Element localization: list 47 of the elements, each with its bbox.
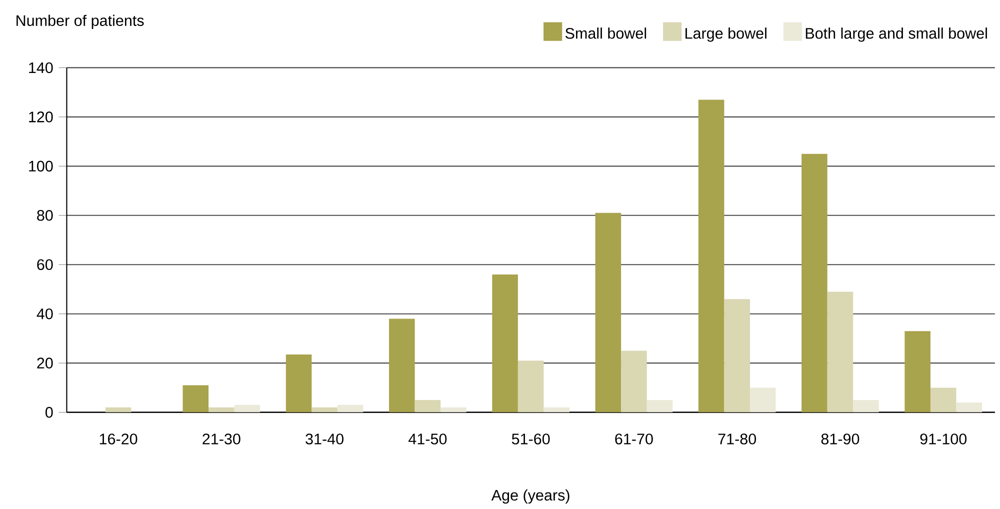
x-tick-label: 81-90	[821, 434, 860, 445]
y-tick-label: 40	[36, 308, 53, 320]
x-tick-label: 21-30	[202, 434, 240, 445]
bar	[646, 400, 673, 412]
x-axis-title: Age (years)	[491, 490, 570, 504]
bar	[182, 385, 209, 412]
bar	[208, 408, 234, 412]
y-tick-label: 20	[37, 358, 53, 369]
x-tick-label: 51-60	[512, 434, 550, 445]
x-tick-label: 16-20	[100, 434, 138, 445]
bar	[440, 408, 466, 412]
bar	[904, 331, 930, 412]
bar	[544, 408, 570, 412]
legend-label: Small bowel	[565, 28, 646, 39]
bar	[698, 100, 724, 412]
y-tick-label: 100	[29, 160, 53, 172]
y-axis-title: Number of patients	[16, 14, 144, 30]
bar	[853, 400, 879, 412]
bar	[750, 388, 776, 412]
x-tick-label: 91-100	[920, 434, 967, 445]
bar	[105, 408, 132, 412]
bar	[621, 350, 647, 412]
y-tick-label: 140	[29, 62, 53, 74]
bar	[930, 388, 956, 412]
bar	[234, 405, 260, 412]
bar	[286, 354, 312, 412]
bar	[827, 292, 854, 412]
bar	[414, 400, 441, 412]
y-tick-label: 80	[37, 210, 53, 221]
y-tick-label: 0	[46, 407, 53, 418]
bar	[337, 405, 364, 412]
legend-label: Both large and small bowel	[806, 28, 987, 42]
y-tick-label: 120	[29, 112, 53, 122]
x-tick-label: 41-50	[408, 434, 447, 445]
bar	[518, 360, 544, 412]
x-tick-label: 61-70	[615, 434, 653, 445]
bar	[802, 154, 828, 412]
bar	[492, 274, 518, 412]
bar	[724, 299, 750, 412]
bar	[389, 318, 415, 412]
bar	[956, 402, 982, 412]
y-tick-label: 60	[37, 259, 53, 270]
x-tick-label: 31-40	[306, 434, 344, 445]
bar	[595, 213, 622, 412]
bar	[312, 408, 338, 412]
x-tick-label: 71-80	[718, 434, 756, 445]
legend-label: Large bowel	[686, 28, 766, 42]
